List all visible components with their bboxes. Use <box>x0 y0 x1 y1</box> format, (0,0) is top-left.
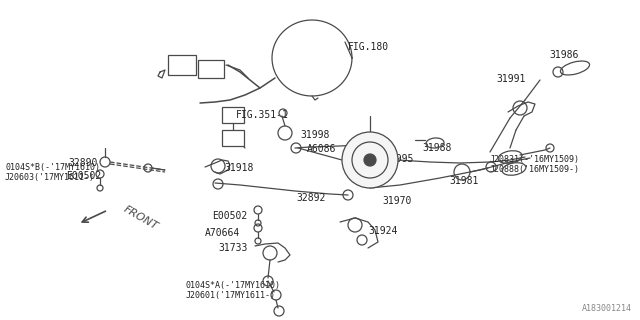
Text: 31970: 31970 <box>382 196 412 206</box>
Text: J20603('17MY1611-): J20603('17MY1611-) <box>5 173 95 182</box>
Text: 31918: 31918 <box>224 163 253 173</box>
Text: 32890: 32890 <box>68 158 97 168</box>
Text: J20601('17MY1611-): J20601('17MY1611-) <box>186 291 276 300</box>
Text: 31733: 31733 <box>218 243 248 253</box>
Text: E00502: E00502 <box>66 171 101 181</box>
Text: 32892: 32892 <box>296 193 325 203</box>
Circle shape <box>342 132 398 188</box>
Text: 31988: 31988 <box>422 143 451 153</box>
Bar <box>222 107 244 123</box>
Bar <box>222 130 244 146</box>
Text: A183001214: A183001214 <box>582 304 632 313</box>
Text: 0104S*A(-'17MY1610): 0104S*A(-'17MY1610) <box>186 281 281 290</box>
Text: A70664: A70664 <box>205 228 240 238</box>
Text: 31986: 31986 <box>549 50 579 60</box>
Text: 31998: 31998 <box>300 130 330 140</box>
Text: 31924: 31924 <box>368 226 397 236</box>
Text: FIG.180: FIG.180 <box>348 42 389 52</box>
Text: 31981: 31981 <box>449 176 478 186</box>
Text: J20831(-'16MY1509): J20831(-'16MY1509) <box>490 155 580 164</box>
Text: A6086: A6086 <box>307 144 337 154</box>
Text: J20888('16MY1509-): J20888('16MY1509-) <box>490 165 580 174</box>
Text: 31991: 31991 <box>496 74 525 84</box>
Text: FRONT: FRONT <box>122 204 160 232</box>
Text: 0104S*B(-'17MY1610): 0104S*B(-'17MY1610) <box>5 163 100 172</box>
Text: FIG.351-1: FIG.351-1 <box>236 110 289 120</box>
Text: E00502: E00502 <box>212 211 247 221</box>
Bar <box>198 60 224 78</box>
Bar <box>168 55 196 75</box>
Circle shape <box>364 154 376 166</box>
Text: 31995: 31995 <box>384 154 413 164</box>
